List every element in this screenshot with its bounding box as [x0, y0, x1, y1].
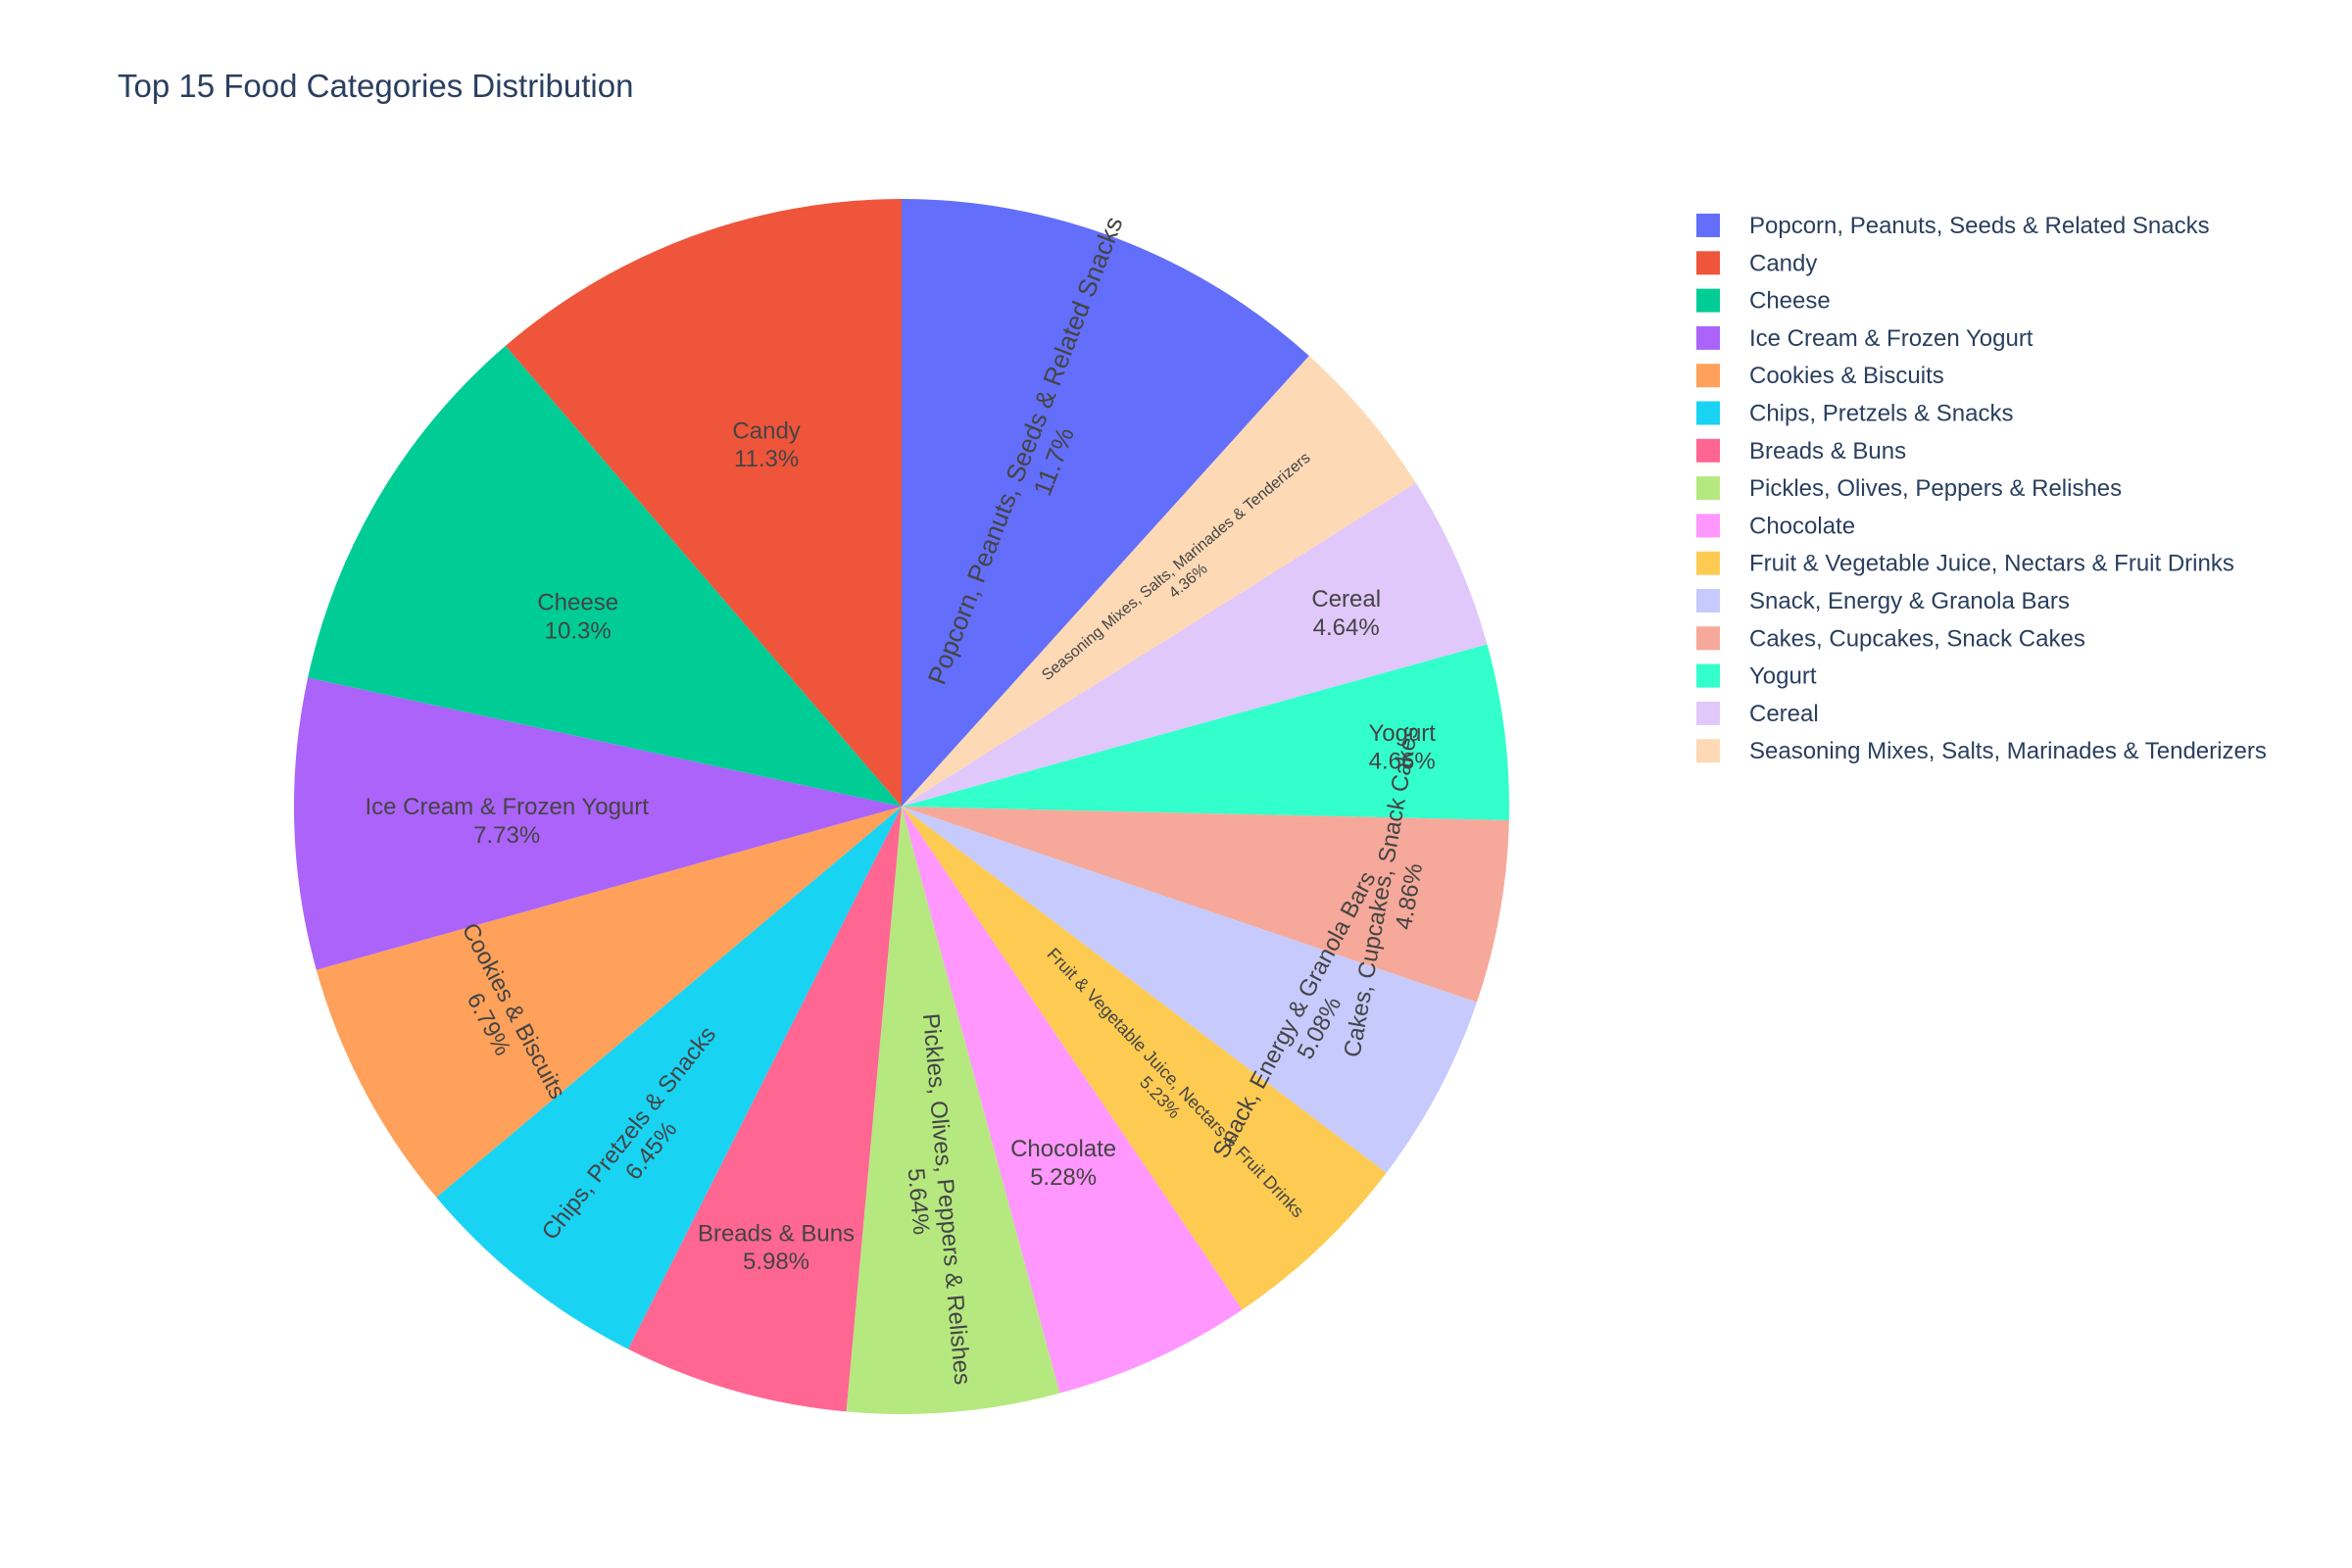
- legend-swatch[interactable]: [1696, 701, 1720, 725]
- legend-item-cheese[interactable]: Cheese: [1749, 288, 1831, 315]
- legend: Popcorn, Peanuts, Seeds & Related Snacks…: [1696, 213, 2267, 764]
- pie-slice-cheese[interactable]: [308, 345, 903, 807]
- legend-swatch[interactable]: [1696, 663, 1720, 688]
- slice-label-name: Cereal: [1311, 586, 1381, 612]
- slice-label-percent: 5.64%: [903, 1167, 935, 1236]
- pie-slice-seasoning-mixes-salts-marinades-and-tenderizers[interactable]: [902, 356, 1416, 807]
- legend-item-cookies-and-biscuits[interactable]: Cookies & Biscuits: [1749, 363, 1944, 389]
- pie-slices: [293, 199, 1509, 1415]
- legend-swatch[interactable]: [1696, 251, 1720, 275]
- legend-item-seasoning-mixes-salts-marinades-and-tenderizers[interactable]: Seasoning Mixes, Salts, Marinades & Tend…: [1749, 738, 2267, 764]
- legend-item-chocolate[interactable]: Chocolate: [1749, 513, 1855, 539]
- legend-item-popcorn-peanuts-seeds-and-related-snacks[interactable]: Popcorn, Peanuts, Seeds & Related Snacks: [1749, 213, 2210, 239]
- legend-item-ice-cream-and-frozen-yogurt[interactable]: Ice Cream & Frozen Yogurt: [1749, 325, 2034, 352]
- legend-swatch[interactable]: [1696, 626, 1720, 651]
- slice-label-percent: 4.66%: [1369, 749, 1436, 775]
- pie-slice-cereal[interactable]: [902, 482, 1488, 807]
- legend-item-yogurt[interactable]: Yogurt: [1749, 663, 1817, 690]
- pie-slice-ice-cream-and-frozen-yogurt[interactable]: [293, 677, 902, 970]
- slice-label-name: Breads & Buns: [698, 1220, 855, 1247]
- legend-swatch[interactable]: [1696, 551, 1720, 575]
- legend-swatch[interactable]: [1696, 214, 1720, 237]
- legend-swatch[interactable]: [1696, 514, 1720, 538]
- pie-slice-cookies-and-biscuits[interactable]: [316, 807, 902, 1198]
- slice-label-percent: 4.64%: [1313, 614, 1380, 641]
- legend-swatch[interactable]: [1696, 589, 1720, 612]
- slice-label-name: Yogurt: [1368, 720, 1436, 747]
- legend-item-chips-pretzels-and-snacks[interactable]: Chips, Pretzels & Snacks: [1749, 401, 2013, 427]
- pie-slice-cakes-cupcakes-snack-cakes[interactable]: [902, 807, 1509, 1003]
- chart-title: Top 15 Food Categories Distribution: [118, 68, 633, 104]
- slice-label-name: Ice Cream & Frozen Yogurt: [365, 794, 649, 820]
- legend-item-candy[interactable]: Candy: [1749, 250, 1817, 276]
- pie-slice-yogurt[interactable]: [902, 644, 1509, 821]
- legend-item-fruit-and-vegetable-juice-nectars-and-fruit-drinks[interactable]: Fruit & Vegetable Juice, Nectars & Fruit…: [1749, 551, 2234, 577]
- pie-slice-chocolate[interactable]: [902, 807, 1243, 1394]
- legend-item-cakes-cupcakes-snack-cakes[interactable]: Cakes, Cupcakes, Snack Cakes: [1749, 625, 2085, 652]
- pie-slice-popcorn-peanuts-seeds-and-related-snacks[interactable]: [902, 199, 1309, 807]
- legend-item-pickles-olives-peppers-and-relishes[interactable]: Pickles, Olives, Peppers & Relishes: [1749, 475, 2122, 502]
- pie-slice-chips-pretzels-and-snacks[interactable]: [436, 807, 902, 1349]
- legend-swatch[interactable]: [1696, 325, 1720, 350]
- slice-label-name: Candy: [732, 417, 800, 444]
- slice-label-percent: 5.28%: [1030, 1164, 1097, 1191]
- pie-slice-breads-and-buns[interactable]: [627, 807, 902, 1412]
- legend-item-cereal[interactable]: Cereal: [1749, 701, 1819, 727]
- legend-swatch[interactable]: [1696, 739, 1720, 763]
- pie-slice-pickles-olives-peppers-and-relishes[interactable]: [846, 807, 1060, 1415]
- legend-swatch[interactable]: [1696, 476, 1720, 501]
- legend-swatch[interactable]: [1696, 364, 1720, 388]
- legend-item-snack-energy-and-granola-bars[interactable]: Snack, Energy & Granola Bars: [1749, 588, 2070, 614]
- slice-label-percent: 10.3%: [545, 618, 612, 645]
- pie-slice-candy[interactable]: [505, 199, 902, 807]
- legend-swatch[interactable]: [1696, 438, 1720, 463]
- legend-swatch[interactable]: [1696, 288, 1720, 313]
- slice-label-percent: 7.73%: [473, 822, 540, 849]
- slice-label-percent: 5.98%: [743, 1249, 809, 1275]
- legend-item-breads-and-buns[interactable]: Breads & Buns: [1749, 438, 1906, 465]
- pie-slice-snack-energy-and-granola-bars[interactable]: [902, 807, 1477, 1173]
- legend-swatch[interactable]: [1696, 401, 1720, 425]
- slice-label-percent: 11.3%: [734, 446, 799, 472]
- slice-label-name: Cheese: [537, 590, 618, 616]
- slice-label-name: Chocolate: [1010, 1136, 1116, 1162]
- pie-slice-fruit-and-vegetable-juice-nectars-and-fruit-drinks[interactable]: [902, 807, 1387, 1310]
